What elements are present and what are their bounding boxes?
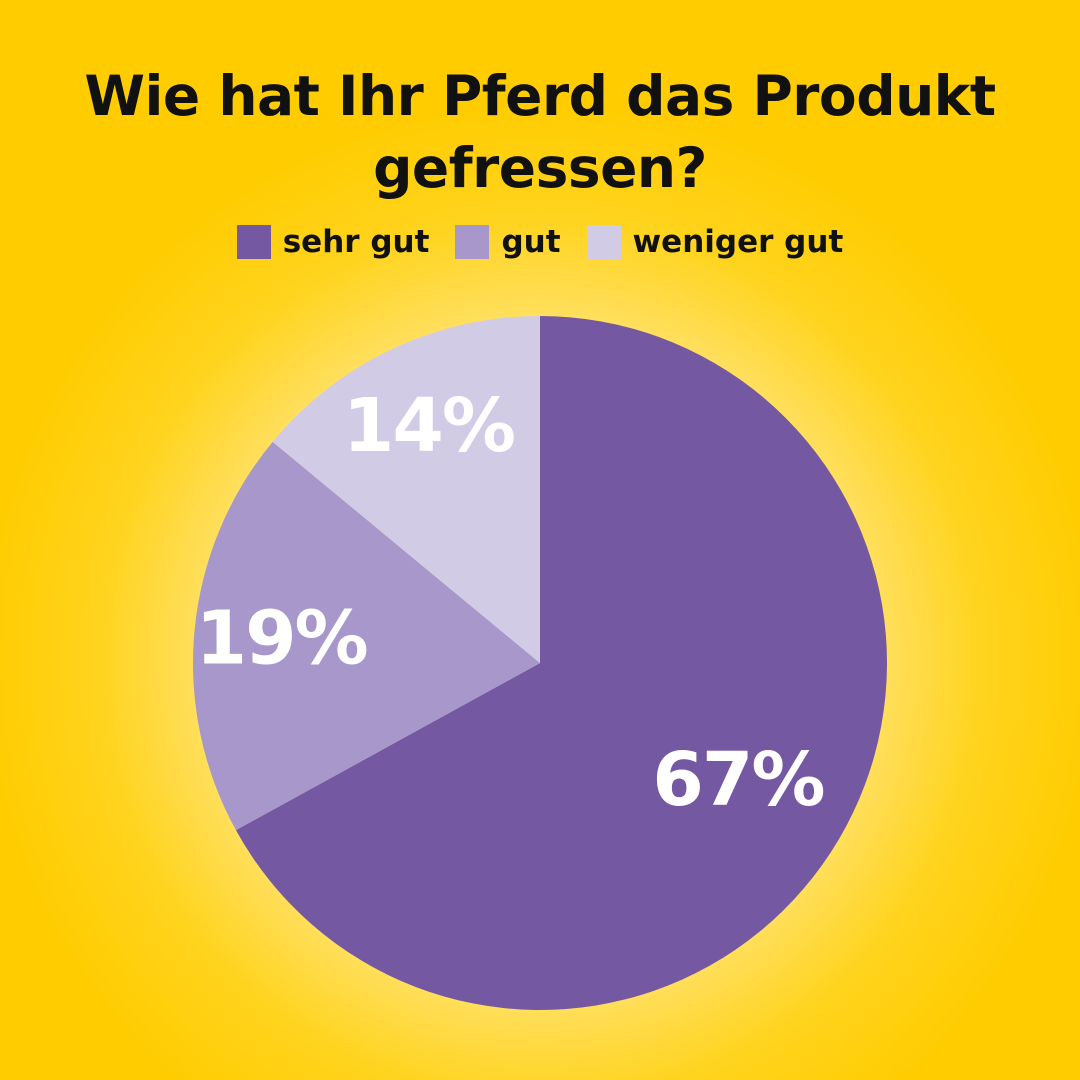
slice-label-weniger-gut: 14%: [343, 383, 514, 469]
legend-label-weniger-gut: weniger gut: [632, 224, 844, 260]
legend-item-sehr-gut: sehr gut: [236, 224, 430, 260]
chart-title: Wie hat Ihr Pferd das Produkt gefressen?: [84, 64, 996, 200]
legend-swatch-gut: [455, 225, 490, 259]
legend-item-weniger-gut: weniger gut: [586, 224, 844, 260]
legend-swatch-weniger-gut: [586, 225, 621, 259]
legend-label-sehr-gut: sehr gut: [282, 224, 430, 260]
legend: sehr gut gut weniger gut: [0, 219, 1080, 265]
legend-swatch-sehr-gut: [236, 225, 271, 259]
slice-label-gut: 19%: [196, 596, 367, 682]
legend-item-gut: gut: [455, 224, 561, 260]
legend-label-gut: gut: [501, 224, 561, 260]
pie-slice-sehr-gut: [235, 316, 888, 1011]
slice-label-sehr-gut: 67%: [652, 737, 823, 823]
pie-slice-gut: [193, 441, 540, 831]
pie-slice-weniger-gut: [272, 316, 540, 663]
